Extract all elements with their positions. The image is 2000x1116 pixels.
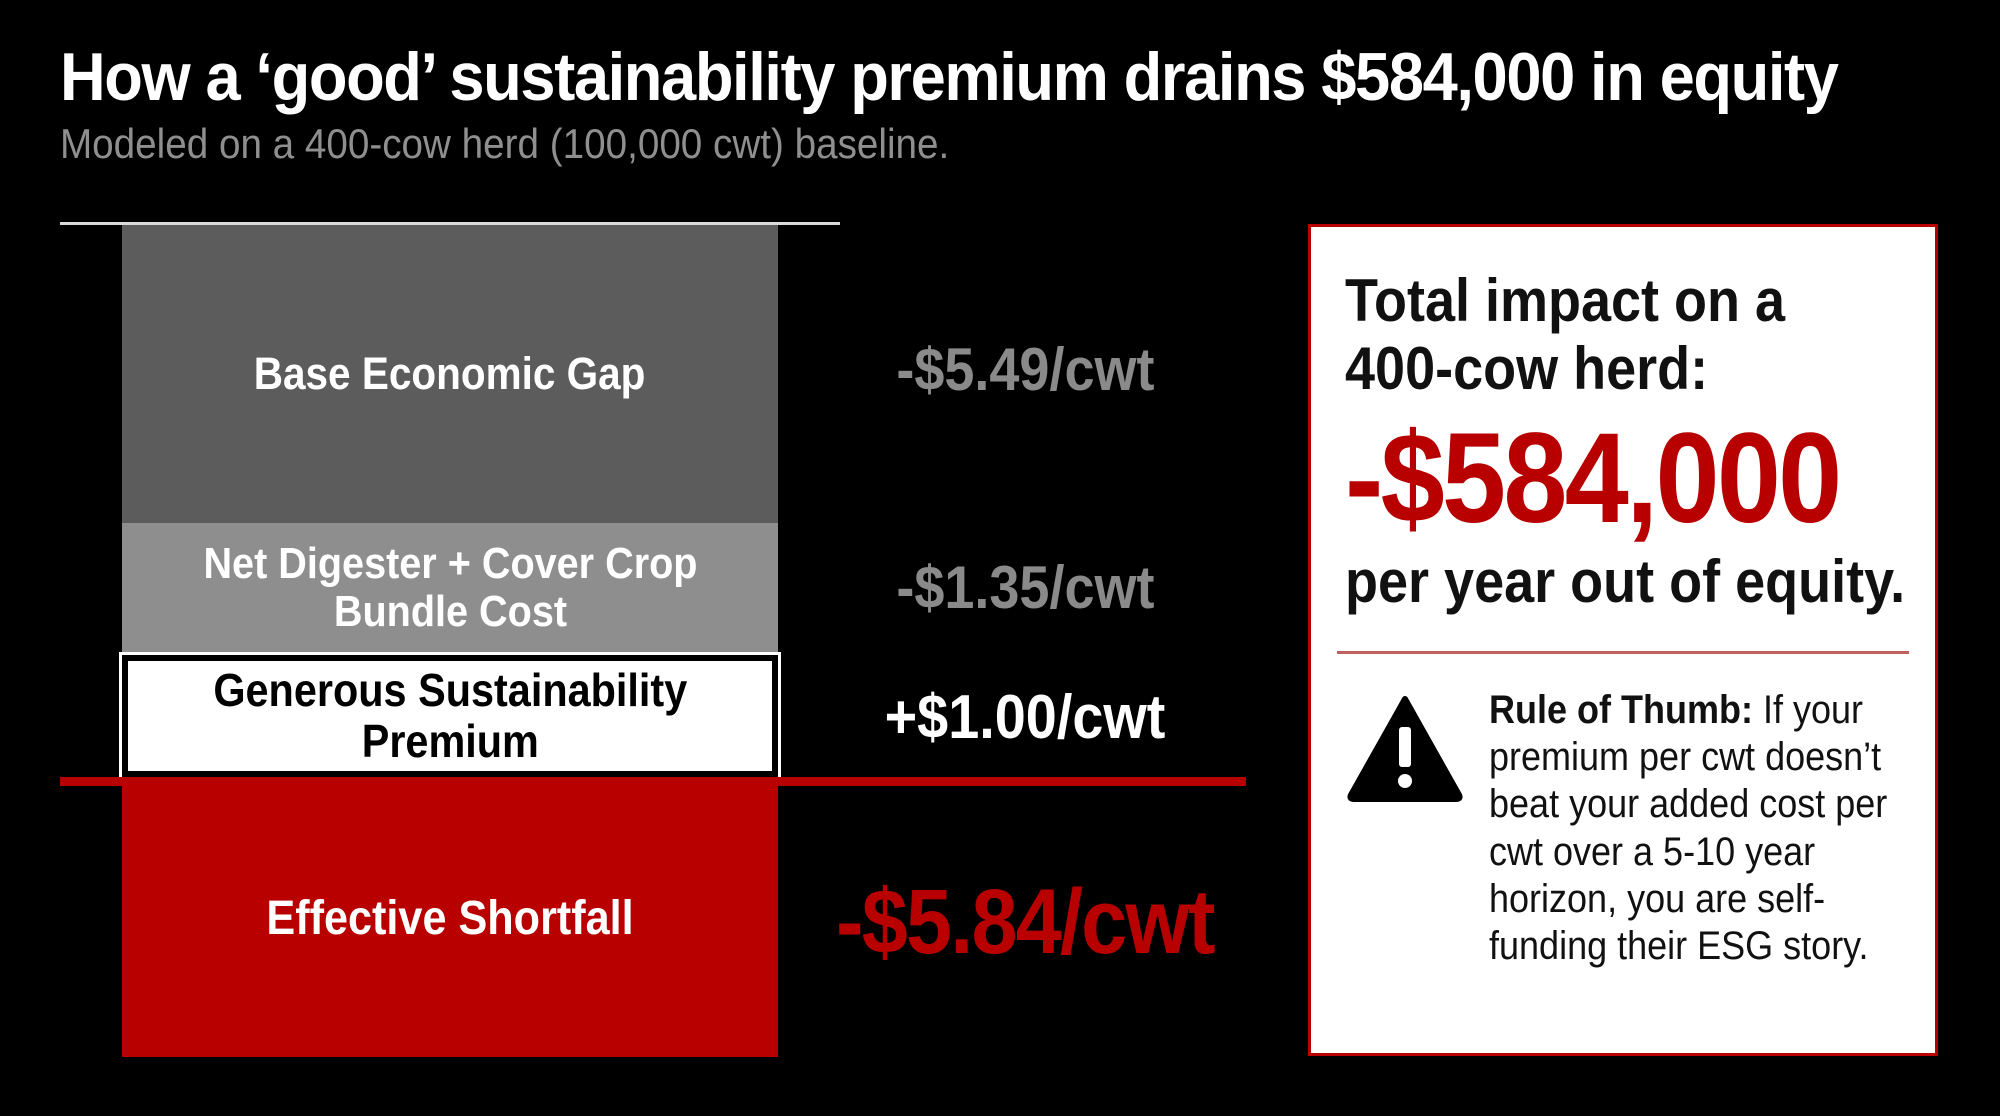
warning-triangle-icon (1347, 696, 1463, 802)
value-label-sustainability-premium: +$1.00/cwt (884, 683, 1166, 752)
callout-after-text: per year out of equity. (1345, 548, 1906, 615)
segment-label-sustainability-premium: Generous Sustainability Premium (213, 665, 687, 766)
rule-of-thumb-label: Rule of Thumb: (1489, 688, 1753, 732)
segment-label-bundle-cost-line-2: Bundle Cost (333, 587, 567, 636)
bar-segment-bundle-cost: Net Digester + Cover Crop Bundle Cost (122, 523, 778, 653)
bar-segment-sustainability-premium: Generous Sustainability Premium (119, 652, 781, 780)
bar-segment-effective-shortfall: Effective Shortfall (122, 782, 778, 1057)
bar-segment-base-economic-gap: Base Economic Gap (122, 225, 778, 523)
rule-of-thumb-body: If your premium per cwt doesn’t beat you… (1489, 688, 1888, 968)
callout-divider (1337, 651, 1909, 654)
page-title: How a ‘good’ sustainability premium drai… (60, 39, 1839, 115)
impact-callout-card: Total impact on a 400-cow herd: -$584,00… (1308, 224, 1938, 1056)
value-label-effective-shortfall: -$5.84/cwt (836, 871, 1216, 973)
segment-label-base-economic-gap: Base Economic Gap (254, 348, 646, 400)
value-label-bundle-cost: -$1.35/cwt (895, 554, 1155, 621)
segment-label-bundle-cost-line-1: Net Digester + Cover Crop (202, 538, 698, 588)
top-divider (60, 222, 840, 225)
callout-heading: Total impact on a 400-cow herd: (1345, 267, 1786, 403)
segment-label-premium-line-2: Premium (361, 715, 539, 767)
segment-label-premium-line-1: Generous Sustainability (213, 664, 687, 717)
rule-of-thumb-text: Rule of Thumb: If your premium per cwt d… (1489, 687, 1912, 970)
value-label-base-economic-gap: -$5.49/cwt (895, 336, 1155, 403)
segment-label-bundle-cost: Net Digester + Cover Crop Bundle Cost (202, 538, 698, 637)
shortfall-divider (60, 777, 1246, 786)
page-subtitle: Modeled on a 400-cow herd (100,000 cwt) … (60, 120, 950, 167)
callout-amount: -$584,000 (1345, 407, 1842, 550)
segment-label-effective-shortfall: Effective Shortfall (266, 892, 634, 946)
